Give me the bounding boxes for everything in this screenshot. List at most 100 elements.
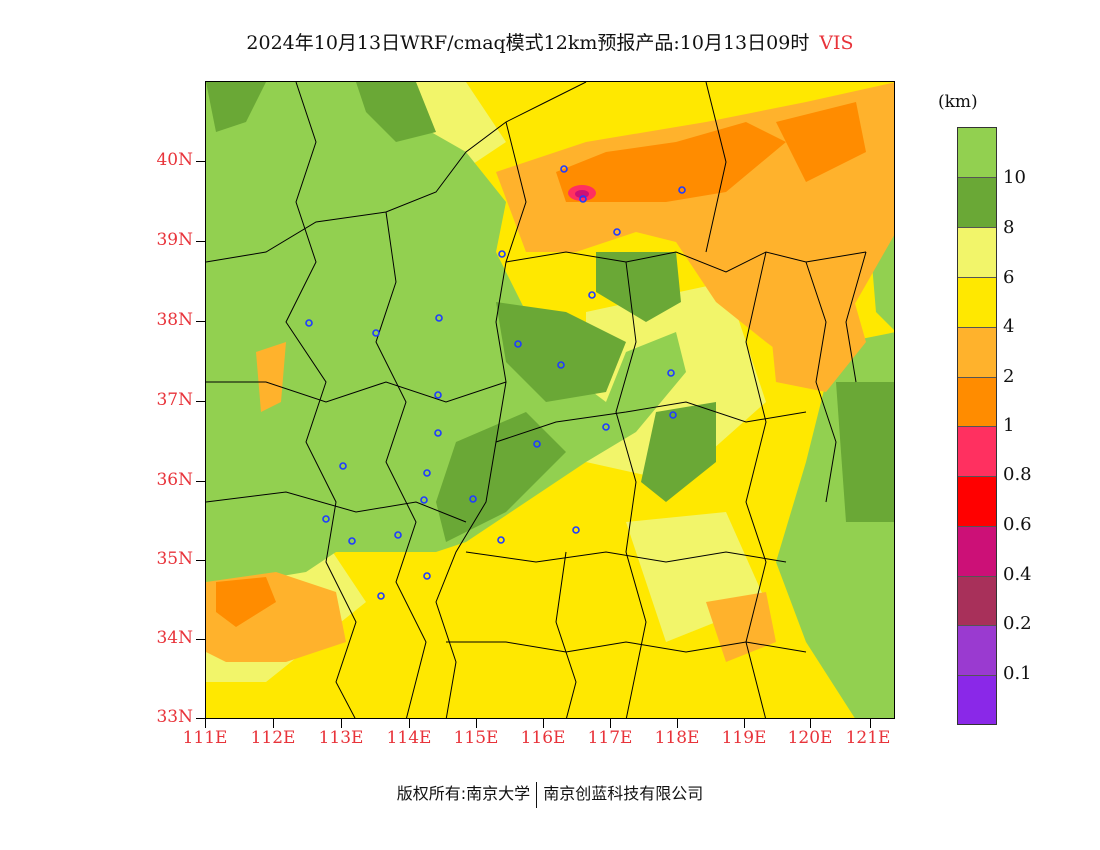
lon-tick xyxy=(476,719,477,728)
legend-label: 0.4 xyxy=(1003,564,1032,585)
lat-tick xyxy=(196,560,205,561)
legend-swatch xyxy=(958,626,996,676)
lon-tick xyxy=(810,719,811,728)
legend-swatch xyxy=(958,278,996,328)
city-marker xyxy=(305,319,313,327)
lon-tick xyxy=(677,719,678,728)
legend-label: 10 xyxy=(1003,167,1026,188)
city-marker xyxy=(322,515,330,523)
legend-swatch xyxy=(958,128,996,178)
lon-tick xyxy=(409,719,410,728)
city-marker xyxy=(469,495,477,503)
legend-swatch xyxy=(958,527,996,577)
legend-label: 6 xyxy=(1003,267,1015,288)
legend-swatch xyxy=(958,477,996,527)
city-marker xyxy=(579,195,587,203)
city-marker xyxy=(572,526,580,534)
lat-label: 34N xyxy=(156,628,193,648)
city-marker xyxy=(588,291,596,299)
legend-label: 1 xyxy=(1003,415,1015,436)
lon-label: 111E xyxy=(182,728,228,748)
city-marker xyxy=(678,186,686,194)
city-marker xyxy=(667,369,675,377)
legend-swatch xyxy=(958,378,996,427)
lon-label: 112E xyxy=(250,728,296,748)
vis-field-10km xyxy=(206,82,686,582)
vis-field-8km xyxy=(356,82,436,142)
legend-label: 0.8 xyxy=(1003,464,1032,485)
map-panel[interactable] xyxy=(205,81,895,719)
lat-label: 35N xyxy=(156,549,193,569)
city-markers xyxy=(305,165,686,600)
legend-swatch xyxy=(958,577,996,626)
city-marker xyxy=(669,411,677,419)
vis-field-1km xyxy=(216,577,276,627)
city-marker xyxy=(514,340,522,348)
lat-label: 38N xyxy=(156,310,193,330)
copyright-divider xyxy=(536,781,538,808)
lon-tick xyxy=(205,719,206,728)
legend-swatch xyxy=(958,328,996,378)
lat-tick xyxy=(196,321,205,322)
city-marker xyxy=(377,592,385,600)
lon-tick xyxy=(543,719,544,728)
city-marker xyxy=(348,537,356,545)
city-marker xyxy=(497,536,505,544)
lon-label: 114E xyxy=(386,728,432,748)
city-marker xyxy=(613,228,621,236)
city-marker xyxy=(498,250,506,258)
lon-label: 115E xyxy=(453,728,499,748)
legend-swatch xyxy=(958,676,996,724)
copyright-owner: 版权所有:南京大学 xyxy=(396,784,531,803)
city-marker xyxy=(423,469,431,477)
city-marker xyxy=(339,462,347,470)
lon-tick xyxy=(610,719,611,728)
vis-field-8km xyxy=(496,302,626,402)
lat-label: 39N xyxy=(156,230,193,250)
lat-label: 40N xyxy=(156,150,193,170)
city-marker xyxy=(560,165,568,173)
vis-field-2km xyxy=(766,272,866,392)
city-marker xyxy=(533,440,541,448)
lat-tick xyxy=(196,241,205,242)
title-main: 2024年10月13日WRF/cmaq模式12km预报产品:10月13日09时 xyxy=(246,32,810,54)
lon-label: 121E xyxy=(845,728,891,748)
lon-label: 119E xyxy=(721,728,767,748)
city-marker xyxy=(602,423,610,431)
city-marker xyxy=(434,391,442,399)
vis-field-8km xyxy=(596,252,681,322)
city-marker xyxy=(557,361,565,369)
lon-tick xyxy=(744,719,745,728)
vis-field-0.4km xyxy=(575,190,589,198)
vis-field-8km xyxy=(836,382,894,522)
lon-tick xyxy=(870,719,871,728)
vis-field-1km xyxy=(776,102,866,182)
legend-swatch xyxy=(958,427,996,477)
legend-unit: (km) xyxy=(938,92,978,112)
lat-tick xyxy=(196,481,205,482)
city-marker xyxy=(394,531,402,539)
copyright-notice: 版权所有:南京大学 南京创蓝科技有限公司 xyxy=(0,780,1100,808)
lat-label: 37N xyxy=(156,390,193,410)
lon-label: 116E xyxy=(520,728,566,748)
legend-label: 8 xyxy=(1003,217,1015,238)
admin-boundaries xyxy=(206,82,867,718)
lon-label: 120E xyxy=(787,728,833,748)
legend-swatch xyxy=(958,178,996,228)
lon-tick xyxy=(341,719,342,728)
vis-field-8km xyxy=(206,82,266,132)
legend-label: 0.6 xyxy=(1003,514,1032,535)
lon-label: 113E xyxy=(318,728,364,748)
legend-swatch xyxy=(958,228,996,278)
legend-label: 4 xyxy=(1003,316,1015,337)
lon-label: 118E xyxy=(654,728,700,748)
legend-label: 0.1 xyxy=(1003,663,1032,684)
color-legend xyxy=(957,127,997,725)
lon-label: 117E xyxy=(587,728,633,748)
lat-tick xyxy=(196,639,205,640)
visibility-map xyxy=(206,82,894,718)
lat-tick xyxy=(196,401,205,402)
lon-tick xyxy=(273,719,274,728)
lat-label: 33N xyxy=(156,707,193,727)
map-title: 2024年10月13日WRF/cmaq模式12km预报产品:10月13日09时 V… xyxy=(0,28,1100,55)
